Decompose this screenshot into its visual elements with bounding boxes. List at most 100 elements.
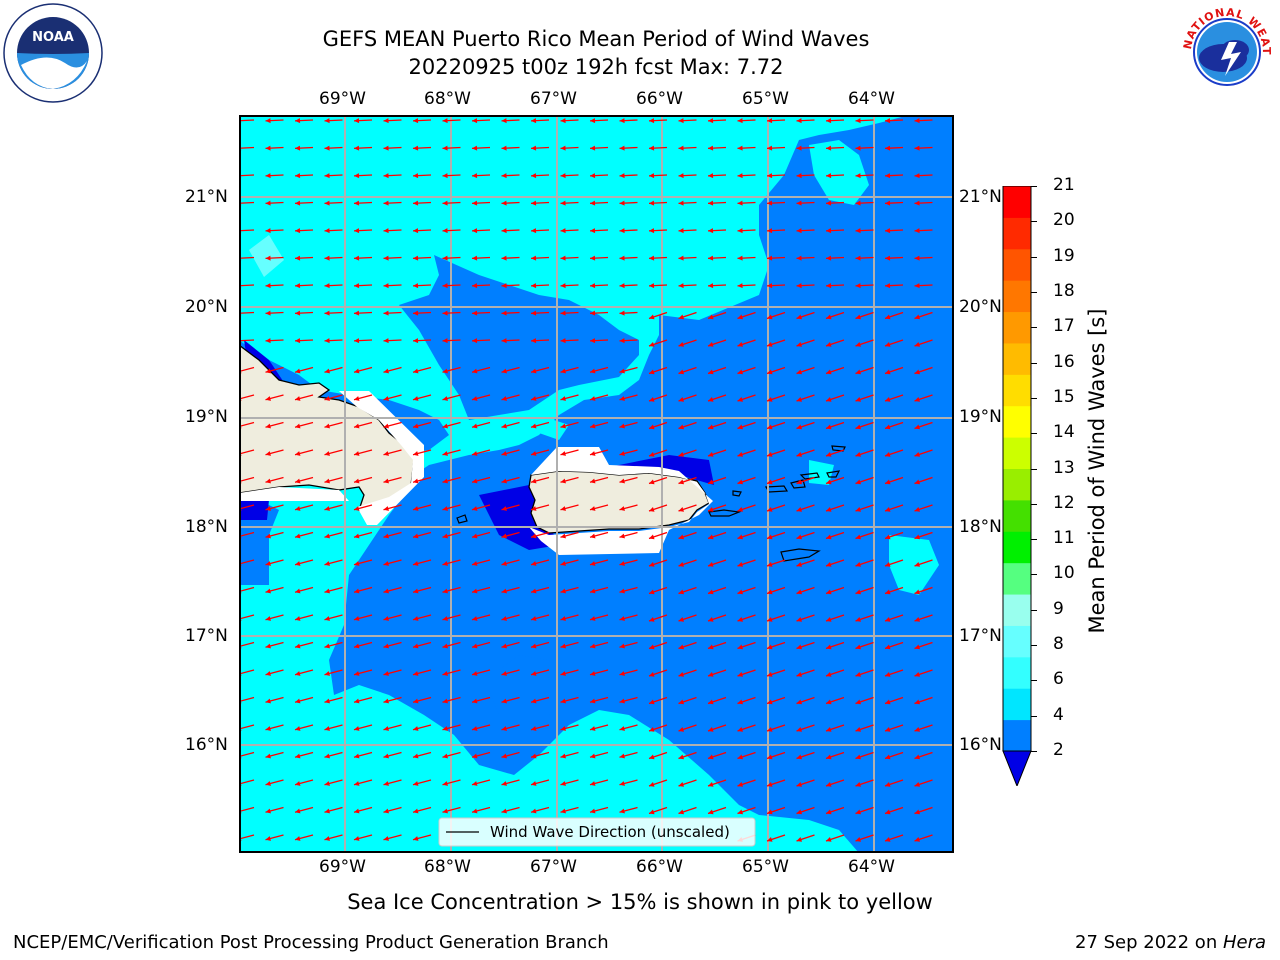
wave-direction-arrow	[353, 751, 373, 759]
wave-direction-arrow	[560, 145, 579, 151]
wave-direction-arrow	[265, 449, 284, 456]
wave-direction-arrow	[648, 614, 668, 622]
legend-label: Wind Wave Direction (unscaled)	[490, 823, 730, 841]
wave-direction-arrow	[265, 200, 284, 206]
wave-direction-arrow	[471, 118, 491, 124]
colorbar-ticks: 2 4 6 8 9 10 11 12 13 14 15 16 17 18 19 20 21	[1031, 0, 1080, 960]
wave-direction-arrow	[678, 366, 697, 375]
wave-direction-arrow	[648, 806, 668, 815]
wave-direction-arrow	[589, 806, 609, 814]
wave-direction-arrow	[471, 173, 491, 179]
lat-label-left: 16°N	[185, 735, 228, 755]
wave-direction-arrow	[383, 779, 402, 786]
wave-direction-arrow	[501, 669, 520, 676]
wave-direction-arrow	[766, 669, 786, 677]
wave-direction-arrow	[766, 641, 786, 650]
wave-direction-arrow	[294, 366, 314, 374]
wave-direction-arrow	[678, 339, 697, 347]
colorbar-segment	[1003, 468, 1031, 501]
wave-direction-arrow	[353, 118, 373, 124]
wave-direction-arrow	[412, 806, 432, 814]
wave-direction-arrow	[530, 806, 550, 814]
wave-direction-arrow	[648, 476, 668, 485]
colorbar-tick-label: 4	[1053, 704, 1064, 725]
wave-direction-arrow	[707, 779, 727, 787]
wave-direction-arrow	[619, 394, 638, 401]
wave-direction-arrow	[442, 614, 461, 621]
colorbar-tick-label: 12	[1053, 492, 1075, 513]
colorbar-tick-label: 18	[1053, 280, 1075, 301]
wave-direction-arrow	[796, 779, 815, 787]
wave-direction-arrow	[825, 449, 845, 457]
wave-direction-arrow	[530, 614, 550, 621]
wave-direction-arrow	[766, 311, 786, 320]
wave-direction-arrow	[353, 449, 373, 456]
wave-direction-arrow	[442, 118, 461, 124]
colorbar-tick-mark	[1031, 539, 1037, 541]
wave-direction-arrow	[619, 669, 638, 676]
long-period-ne	[809, 140, 869, 205]
lat-label-left: 19°N	[185, 407, 228, 427]
wave-direction-arrow	[265, 586, 284, 594]
colorbar-tick-label: 19	[1053, 245, 1075, 266]
wave-direction-arrow	[501, 394, 520, 401]
map-legend: Wind Wave Direction (unscaled)	[438, 817, 756, 847]
wave-direction-arrow	[766, 449, 786, 457]
wave-direction-arrow	[589, 255, 609, 261]
wave-direction-arrow	[619, 779, 638, 786]
map-frame	[239, 115, 954, 853]
wave-direction-arrow	[914, 394, 933, 402]
wave-direction-arrow	[353, 531, 373, 539]
wave-direction-arrow	[678, 394, 697, 402]
wave-direction-arrow	[530, 228, 550, 234]
wave-direction-arrow	[648, 366, 668, 375]
wave-direction-arrow	[412, 173, 432, 179]
wave-direction-arrow	[324, 310, 343, 316]
wave-direction-arrow	[707, 751, 727, 760]
wave-direction-arrow	[442, 338, 461, 344]
wave-direction-arrow	[648, 339, 668, 347]
wave-direction-arrow	[383, 669, 402, 676]
wave-direction-arrow	[825, 118, 845, 124]
wave-direction-arrow	[412, 834, 432, 841]
wave-direction-arrow	[737, 311, 756, 320]
wave-direction-arrow	[737, 228, 756, 234]
wave-direction-arrow	[501, 283, 520, 289]
wave-direction-arrow	[265, 504, 284, 511]
wave-direction-arrow	[383, 586, 402, 594]
wave-direction-arrow	[353, 173, 373, 179]
colorbar-tick-mark	[1031, 433, 1037, 435]
colorbar-tick-mark	[1031, 291, 1037, 293]
wave-direction-arrow	[678, 311, 697, 320]
wave-direction-arrow	[324, 394, 343, 401]
wave-direction-arrow	[265, 641, 284, 649]
wave-direction-arrow	[648, 200, 668, 206]
colorbar-tick-mark	[1031, 645, 1037, 647]
wave-direction-arrow	[914, 173, 933, 179]
wave-direction-arrow	[501, 421, 520, 429]
wave-direction-arrow	[796, 476, 815, 485]
wave-direction-arrow	[412, 338, 432, 344]
wave-direction-arrow	[442, 366, 461, 374]
wave-direction-arrow	[294, 559, 314, 566]
wave-direction-arrow	[707, 339, 727, 347]
colorbar-tick-mark	[1031, 397, 1037, 399]
wave-direction-arrow	[589, 641, 609, 649]
wave-direction-arrow	[383, 228, 402, 234]
colorbar-segment	[1003, 688, 1031, 721]
wave-direction-arrow	[383, 724, 402, 731]
wave-direction-arrow	[914, 614, 933, 622]
wave-direction-arrow	[678, 696, 697, 705]
wave-direction-arrow	[324, 614, 343, 621]
wave-direction-arrow	[678, 255, 697, 261]
wave-direction-arrow	[914, 228, 933, 234]
lat-label-right: 21°N	[959, 187, 1002, 207]
colorbar-tick-mark	[1031, 680, 1037, 682]
lon-label-bottom: 65°W	[742, 857, 789, 877]
wave-direction-arrow	[825, 806, 845, 815]
wave-direction-arrow	[648, 559, 668, 567]
wave-direction-arrow	[796, 339, 815, 347]
lat-label-right: 16°N	[959, 735, 1002, 755]
wave-direction-arrow	[737, 559, 756, 567]
wave-direction-arrow	[884, 311, 904, 320]
